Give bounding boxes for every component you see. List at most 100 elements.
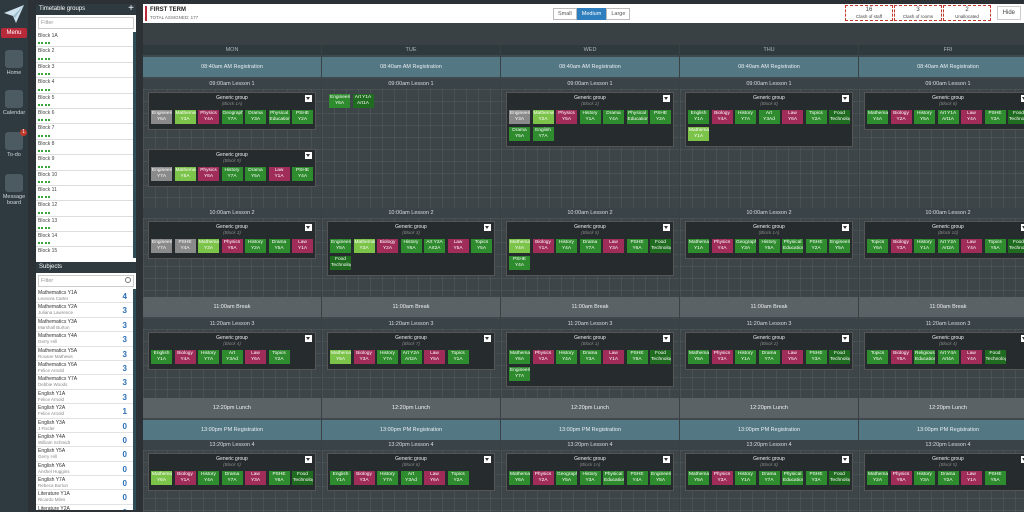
subject-tile[interactable]: Drama Y2A xyxy=(937,471,959,485)
block-list[interactable]: Block 1A Block 2 Block 3 Block 4 Block 5 Bloc… xyxy=(36,32,136,258)
subject-tile[interactable]: Physics Y6A xyxy=(221,239,243,253)
subject-tile[interactable]: Biology Y1A xyxy=(532,239,554,253)
subject-tile[interactable]: Law Y6A xyxy=(782,110,803,124)
subject-tile[interactable]: Physics Y6A xyxy=(198,167,219,181)
subject-tile[interactable]: Drama Y5A xyxy=(245,167,266,181)
subject-tile[interactable]: History Y3A xyxy=(579,471,601,485)
subjects-filter-input[interactable]: Filter xyxy=(38,275,134,287)
generic-group-card[interactable]: Generic group (Block 8) English Y1A Biology… xyxy=(685,92,853,147)
subject-tile[interactable]: History Y5A xyxy=(914,110,935,124)
subject-tile[interactable]: History Y1A xyxy=(914,239,935,253)
subject-tile[interactable]: History Y3A xyxy=(914,471,935,485)
subject-tile[interactable]: Engineering Y7A xyxy=(151,167,172,181)
group-dropdown-icon[interactable] xyxy=(842,456,849,463)
block-item[interactable]: Block 9 xyxy=(36,155,133,171)
subject-tile[interactable]: Law Y4A xyxy=(961,239,982,253)
subject-tile[interactable]: Drama Y5A xyxy=(268,239,290,253)
subject-tile[interactable]: Topics Y5A xyxy=(984,239,1006,253)
subject-tile[interactable]: Law Y5A xyxy=(782,350,803,364)
subject-tile[interactable]: Drama Y7A xyxy=(579,239,601,253)
subject-tile[interactable]: Biology Y3A xyxy=(353,471,375,485)
generic-group-card[interactable]: Generic group (Block 10) Topics Y6A Biology… xyxy=(864,221,1024,259)
subject-tile[interactable]: Food Technology xyxy=(292,471,313,485)
generic-group-card[interactable]: Generic group (Block 4) Topics Y5A Biology … xyxy=(864,332,1024,370)
group-dropdown-icon[interactable] xyxy=(663,456,670,463)
subject-tile[interactable]: Food Technology xyxy=(829,110,850,124)
subject-tile[interactable]: Engineering Y7A xyxy=(151,239,172,253)
subject-tile[interactable]: Mathematics Y6A xyxy=(509,350,530,364)
subject-tile[interactable]: Art Y1A Art1A xyxy=(352,94,374,108)
subject-tile[interactable]: PSHE Y4A xyxy=(292,167,313,181)
generic-group-card[interactable]: Generic group(Block 8)Mathematics Y5APhy… xyxy=(685,453,853,491)
subject-tile[interactable]: English Y1A xyxy=(151,350,172,364)
group-dropdown-icon[interactable] xyxy=(842,95,849,102)
subject-tile[interactable]: PSHE Y2A xyxy=(292,110,313,124)
subject-tile[interactable]: Topics Y5A xyxy=(471,239,492,253)
block-item[interactable]: Block 7 xyxy=(36,124,133,140)
subject-tile[interactable]: Law Y1A xyxy=(603,350,624,364)
subject-list[interactable]: Mathematics Y1A Leonora Carter 4 Mathematic… xyxy=(36,289,136,510)
subject-tile[interactable]: Biology Y1A xyxy=(174,471,196,485)
subject-tile[interactable]: Topics Y2A xyxy=(268,350,290,364)
nav-message-board-button[interactable]: Message board xyxy=(2,174,26,206)
subject-item[interactable]: English Y4A William Schmidt 0 xyxy=(36,433,133,448)
subject-tile[interactable]: Geography Y3A xyxy=(735,239,756,253)
subject-tile[interactable]: Food Technology xyxy=(650,239,671,253)
block-item[interactable]: Block 2 xyxy=(36,47,133,63)
subject-tile[interactable]: Mathematics Y3A xyxy=(174,110,196,124)
subject-tile[interactable]: Mathematics Y5A xyxy=(688,350,709,364)
subject-tile[interactable]: Mathematics Y4A xyxy=(867,110,888,124)
subject-tile[interactable]: Law Y5A xyxy=(424,350,445,364)
group-dropdown-icon[interactable] xyxy=(842,224,849,231)
subject-item[interactable]: English Y5A Gerry Hill 0 xyxy=(36,447,133,462)
subject-item[interactable]: Mathematics Y1A Leonora Carter 4 xyxy=(36,289,133,304)
size-medium-button[interactable]: Medium xyxy=(576,8,607,20)
subject-item[interactable]: Mathematics Y5A Roxane Mathews 3 xyxy=(36,347,133,361)
subject-tile[interactable]: Topics Y5A xyxy=(867,350,888,364)
subject-tile[interactable]: PSHE Y6A xyxy=(268,471,290,485)
subject-tile[interactable]: Biology Y2A xyxy=(890,110,912,124)
subject-tile[interactable]: Law Y5A xyxy=(447,239,469,253)
size-small-button[interactable]: Small xyxy=(553,8,577,20)
subject-tile[interactable]: History Y2A xyxy=(245,239,266,253)
subject-tile[interactable]: Mathematics Y5A xyxy=(174,167,196,181)
subject-tile[interactable]: Religious Education xyxy=(914,350,935,364)
subject-tile[interactable]: Topics Y6A xyxy=(867,239,888,253)
menu-button[interactable]: Menu xyxy=(1,28,27,38)
subject-tile[interactable]: Food Technology xyxy=(1008,110,1024,124)
subject-tile[interactable]: Biology Y3A xyxy=(890,239,912,253)
generic-group-card[interactable]: Generic group(Block 3) Engineering Y7APSH… xyxy=(148,221,316,259)
subject-tile[interactable]: Physics Y3A xyxy=(711,471,733,485)
generic-group-card[interactable]: Generic group(Block 3) Engineering Y5AMat… xyxy=(327,221,495,276)
subject-tile[interactable]: Drama Y7A xyxy=(758,350,780,364)
subject-tile[interactable]: Law Y6A xyxy=(424,471,445,485)
subject-tile[interactable]: Mathematics Y3A xyxy=(198,239,219,253)
subject-tile[interactable]: Physics Y3A xyxy=(711,350,733,364)
group-dropdown-icon[interactable] xyxy=(484,224,491,231)
subject-tile[interactable]: Engineering Y6A xyxy=(329,94,350,108)
subject-tile[interactable]: Physical Education xyxy=(603,471,624,485)
subject-tile[interactable]: Mathematics Y3A xyxy=(353,239,375,253)
subject-tile[interactable]: Drama Y7A xyxy=(758,471,780,485)
group-dropdown-icon[interactable] xyxy=(305,224,312,231)
subject-item[interactable]: Literature Y2A 0 xyxy=(36,505,133,510)
nav-todo-button[interactable]: 1 To-do xyxy=(2,129,27,158)
groups-filter-input[interactable]: Filter xyxy=(38,17,134,29)
subject-tile[interactable]: Biology Y3A xyxy=(353,350,375,364)
subject-tile[interactable]: Topics Y2A xyxy=(805,110,827,124)
unallocated-button[interactable]: 2 Unallocated xyxy=(943,5,991,21)
subject-tile[interactable]: Art Y2A Art2A xyxy=(400,350,422,364)
subject-item[interactable]: Mathematics Y7A Debbie Woods 3 xyxy=(36,375,133,390)
generic-group-card[interactable]: Generic group(Block 5) Mathematics Y6ABio… xyxy=(148,453,316,491)
subject-tile[interactable]: PSHE Y3A xyxy=(805,471,827,485)
block-item[interactable]: Block 5 xyxy=(36,94,133,109)
group-dropdown-icon[interactable] xyxy=(1021,456,1024,463)
subject-tile[interactable]: Law Y3A xyxy=(603,239,624,253)
subject-tile[interactable]: Law Y1A xyxy=(961,471,982,485)
group-dropdown-icon[interactable] xyxy=(305,335,312,342)
subject-tile[interactable]: Physics Y4A xyxy=(711,239,733,253)
subject-tile[interactable]: PSHE Y6A xyxy=(626,350,648,364)
subject-tile[interactable]: PSHE Y2A xyxy=(650,110,671,124)
subject-tile[interactable]: Mathematics Y1A xyxy=(688,127,709,141)
generic-group-card[interactable]: Generic group (Block 6) English Y1A Biology… xyxy=(327,453,495,491)
